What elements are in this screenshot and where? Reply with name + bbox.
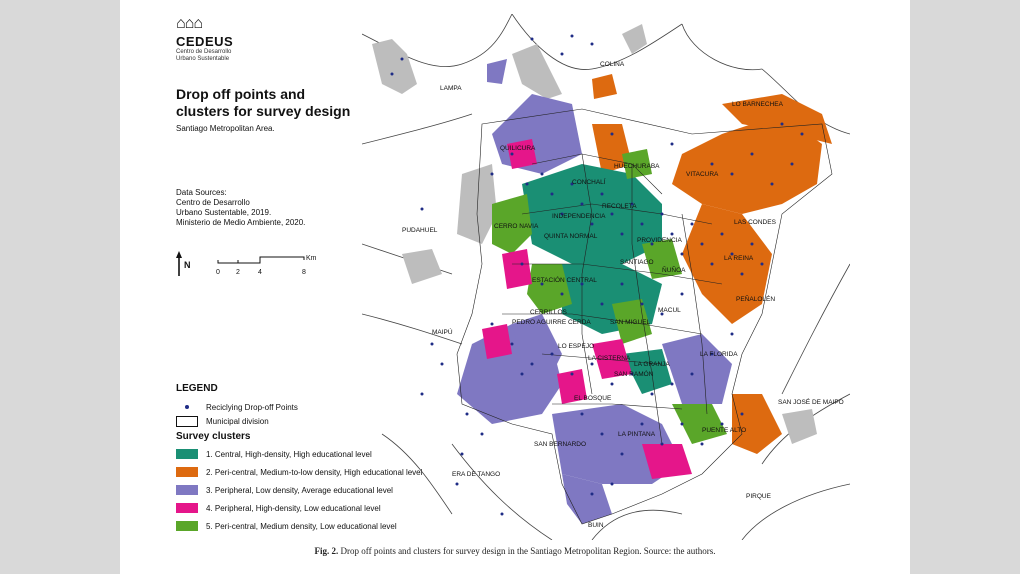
label-la-pintana: LA PINTANA: [618, 431, 656, 438]
drop-off-points: [390, 34, 804, 516]
label-macul: MACUL: [658, 307, 681, 314]
scale-tick-2: 2: [236, 269, 240, 276]
legend: LEGEND Reciclying Drop-off Points Munici…: [176, 383, 476, 535]
scale-tick-0: 0: [216, 269, 220, 276]
label-buin: BUIN: [588, 522, 604, 529]
santiago-map: COLINA LAMPA LO BARNECHEA QUILICURA HUEC…: [362, 14, 850, 540]
label-vitacura: VITACURA: [686, 171, 719, 178]
north-arrow-icon: [176, 251, 182, 276]
cluster-5-swatch: [176, 521, 198, 531]
logo-line-2: Urbano Sustentable: [176, 56, 230, 62]
sources-line-3: Ministerio de Medio Ambiente, 2020.: [176, 218, 306, 227]
legend-points: Reciclying Drop-off Points: [176, 400, 476, 414]
sources-line-1: Centro de Desarrollo: [176, 198, 250, 207]
scale-tick-8: 8: [302, 269, 306, 276]
label-la-granja: LA GRANJA: [634, 361, 670, 368]
map-title: Drop off points and clusters for survey …: [176, 86, 350, 120]
map-title-line-2: clusters for survey design: [176, 103, 351, 119]
cedeus-logo: ⌂⌂⌂ CEDEUS Centro de Desarrollo Urbano S…: [176, 16, 233, 63]
legend-cluster-3: 3. Peripheral, Low density, Average educ…: [176, 481, 476, 499]
cluster-medium-density: [492, 149, 727, 444]
cluster-4-swatch: [176, 503, 198, 513]
label-las-condes: LAS CONDES: [734, 219, 777, 226]
label-nunoa: ÑUÑOA: [662, 265, 686, 274]
cluster-2-swatch: [176, 467, 198, 477]
cluster-2-label: 2. Peri-central, Medium-to-low density, …: [206, 467, 423, 477]
label-la-reina: LA REINA: [724, 255, 754, 262]
label-lampa: LAMPA: [440, 85, 462, 92]
scale-tick-4: 4: [258, 269, 262, 276]
cluster-1-swatch: [176, 449, 198, 459]
label-pac: PEDRO AGUIRRE CERDA: [512, 319, 591, 326]
label-providencia: PROVIDENCIA: [637, 237, 682, 244]
legend-cluster-5: 5. Peri-central, Medium density, Low edu…: [176, 517, 476, 535]
label-maipu: MAIPÚ: [432, 327, 453, 336]
legend-cluster-1: 1. Central, High-density, High education…: [176, 445, 476, 463]
caption-fig-number: Fig. 2.: [314, 546, 339, 556]
label-quinta-normal: QUINTA NORMAL: [544, 233, 598, 240]
cluster-peripheral-regions: [457, 94, 732, 524]
map-place-labels: COLINA LAMPA LO BARNECHEA QUILICURA HUEC…: [402, 61, 844, 529]
caption-text: Drop off points and clusters for survey …: [340, 546, 716, 556]
label-puente-alto: PUENTE ALTO: [702, 427, 746, 434]
drop-off-point-icon: [176, 402, 198, 412]
sources-line-2: Urbano Sustentable, 2019.: [176, 208, 272, 217]
document-page: ⌂⌂⌂ CEDEUS Centro de Desarrollo Urbano S…: [120, 0, 910, 574]
legend-cluster-4: 4. Peripheral, High-density, Low educati…: [176, 499, 476, 517]
cluster-3-label: 3. Peripheral, Low density, Average educ…: [206, 485, 393, 495]
label-pudahuel: PUDAHUEL: [402, 227, 438, 234]
label-san-miguel: SAN MIGUEL: [610, 319, 650, 326]
scale-unit: Km: [306, 255, 317, 262]
label-quilicura: QUILICURA: [500, 145, 536, 152]
label-conchali: CONCHALÍ: [572, 177, 606, 186]
outer-urban-areas: [372, 24, 817, 444]
label-colina: COLINA: [600, 61, 625, 68]
label-lo-barnechea: LO BARNECHEA: [732, 101, 784, 108]
label-santiago: SANTIAGO: [620, 259, 654, 266]
cluster-pericentral-high-edu: [592, 94, 832, 454]
legend-division: Municipal division: [176, 414, 476, 428]
cluster-4-label: 4. Peripheral, High-density, Low educati…: [206, 503, 381, 513]
label-cerrillos: CERRILLOS: [530, 309, 568, 316]
north-label: N: [184, 260, 191, 270]
clusters-title: Survey clusters: [176, 431, 251, 442]
legend-title: LEGEND: [176, 383, 218, 394]
label-pirque: PIRQUE: [746, 493, 772, 500]
municipal-division-lines: [456, 108, 833, 525]
logo-brand: CEDEUS: [176, 34, 234, 49]
label-la-cisterna: LA CISTERNA: [588, 355, 631, 362]
label-el-bosque: EL BOSQUE: [574, 395, 612, 402]
label-cerro-navia: CERRO NAVIA: [494, 223, 539, 230]
figure-caption: Fig. 2. Drop off points and clusters for…: [120, 546, 910, 556]
label-san-bernardo: SAN BERNARDO: [534, 441, 586, 448]
cluster-1-label: 1. Central, High-density, High education…: [206, 449, 372, 459]
cluster-3-swatch: [176, 485, 198, 495]
cluster-high-density-low-edu: [482, 139, 692, 479]
legend-cluster-2: 2. Peri-central, Medium-to-low density, …: [176, 463, 476, 481]
houses-icon: ⌂⌂⌂: [176, 15, 203, 32]
label-calera-de-tango: ERA DE TANGO: [452, 471, 500, 478]
map-subtitle: Santiago Metropolitan Area.: [176, 124, 275, 133]
label-la-florida: LA FLORIDA: [700, 351, 738, 358]
cluster-5-label: 5. Peri-central, Medium density, Low edu…: [206, 521, 397, 531]
sources-heading: Data Sources:: [176, 188, 227, 197]
label-estacion-central: ESTACIÓN CENTRAL: [532, 275, 597, 284]
label-huechuraba: HUECHURABA: [614, 163, 660, 170]
legend-division-label: Municipal division: [206, 416, 269, 426]
label-lo-espejo: LO ESPEJO: [558, 343, 594, 350]
label-san-ramon: SAN RAMÓN: [614, 369, 654, 378]
division-swatch: [176, 415, 198, 427]
legend-points-label: Reciclying Drop-off Points: [206, 402, 298, 412]
label-recoleta: RECOLETA: [602, 203, 637, 210]
data-sources: Data Sources: Centro de Desarrollo Urban…: [176, 188, 305, 228]
label-penalolen: PEÑALOLÉN: [736, 294, 775, 303]
label-independencia: INDEPENDENCIA: [552, 213, 606, 220]
label-san-jose-de-maipo: SAN JOSÉ DE MAIPO: [778, 397, 844, 406]
logo-line-1: Centro de Desarrollo: [176, 49, 232, 55]
scale-bar: N 0 2 4 8 Km: [176, 251, 317, 276]
map-title-line-1: Drop off points and: [176, 86, 306, 102]
